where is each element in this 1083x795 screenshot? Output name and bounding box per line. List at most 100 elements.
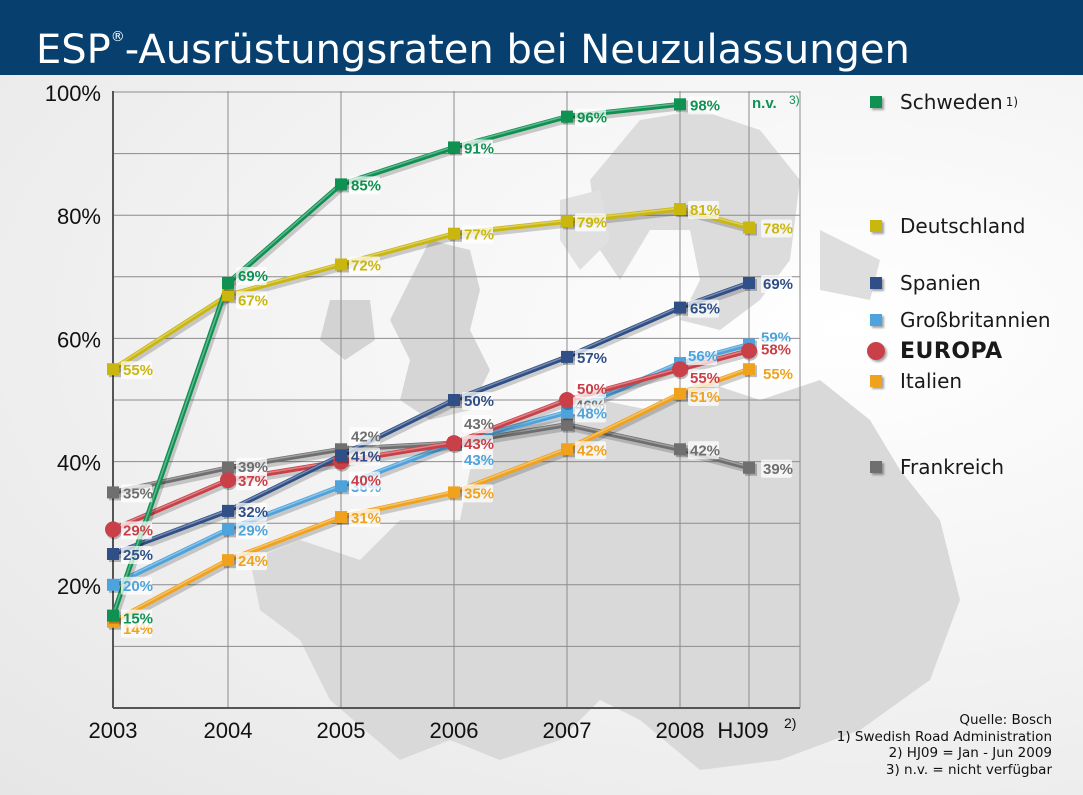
europe-map-background [0,75,1083,795]
data-label-frankreich-2004: 39% [238,459,268,476]
legend-item-europa: EUROPA [867,338,1003,364]
marker-frankreich-2007 [561,418,573,431]
footnotes: Quelle: Bosch 1) Swedish Road Administra… [837,712,1052,778]
marker-grossbritannien-2007 [561,406,573,419]
data-label-schweden-2007: 96% [577,110,607,127]
data-label-italien-HJ09: 55% [763,366,793,383]
data-label-spanien-2004: 32% [238,504,268,521]
legend-item-grossbritannien: Großbritannien [870,307,1051,333]
marker-spanien-2007 [561,350,573,363]
data-label-grossbritannien-2003: 20% [123,578,153,595]
data-label-bg [349,447,380,466]
data-label-bg [121,484,152,503]
data-label-italien-2005: 31% [351,510,381,527]
marker-italien-2007 [561,443,573,456]
data-label-schweden-2005: 85% [351,177,381,194]
legend-label-spanien: Spanien [900,271,981,295]
data-label-bg [236,291,267,310]
x-tick-label: 2008 [656,718,705,743]
x-tick-label: 2007 [543,718,592,743]
marker-europa-2007 [559,392,575,408]
legend-label-schweden: Schweden [900,90,1003,114]
data-label-bg [236,502,267,521]
data-label-bg [349,427,380,446]
annotation-not-available: n.v. [752,95,777,112]
marker-italien-2005 [335,511,347,524]
legend-item-frankreich: Frankreich [870,454,1004,480]
data-label-bg [575,441,606,460]
data-label-bg [575,404,606,423]
data-label-bg [121,361,152,380]
data-label-spanien-2007: 57% [577,350,607,367]
data-label-bg [759,340,790,359]
marker-schweden-2003 [107,609,119,622]
data-label-bg [121,576,152,595]
marker-spanien-2005 [335,449,347,462]
marker-spanien-2008 [674,301,686,314]
data-label-spanien-2008: 65% [690,301,720,318]
legend-label-europa: EUROPA [900,338,1003,364]
data-label-bg [121,521,152,540]
data-label-spanien-HJ09: 69% [763,276,793,293]
data-label-schweden-2003: 15% [123,611,153,628]
data-label-grossbritannien-2006: 43% [464,452,494,469]
chart-title: ESP®-Ausrüstungsraten bei Neuzulassungen [36,12,910,75]
data-label-europa-2007: 50% [577,381,607,398]
data-label-bg [688,299,719,318]
data-label-europa-2008: 55% [690,370,720,387]
data-label-deutschland-2004: 67% [238,292,268,309]
data-label-bg [462,484,493,503]
legend-swatch-schweden [870,96,882,108]
data-label-bg [121,609,152,628]
marker-deutschland-2007 [561,215,573,228]
data-label-schweden-2004: 69% [238,268,268,285]
marker-schweden-2007 [561,110,573,123]
marker-deutschland-2004 [222,289,234,302]
data-label-bg [761,365,792,384]
data-label-frankreich-2003: 35% [123,485,153,502]
data-label-spanien-2005: 41% [351,448,381,465]
data-label-italien-2004: 24% [238,553,268,570]
data-label-italien-2007: 42% [577,442,607,459]
data-label-spanien-2003: 25% [123,547,153,564]
marker-deutschland-2008 [674,203,686,216]
marker-frankreich-2004 [222,461,234,474]
data-label-deutschland-2003: 55% [123,362,153,379]
y-tick-label: 40% [57,451,101,476]
data-label-bg [462,392,493,410]
data-label-bg [236,266,267,285]
data-label-frankreich-2006: 43% [464,416,494,433]
legend-swatch-spanien [870,277,882,289]
data-label-bg [236,457,267,476]
data-label-bg [462,415,493,434]
marker-deutschland-2006 [448,227,460,240]
x-tick-label: 2006 [430,718,479,743]
x-tick-label: HJ09 [717,718,768,743]
data-label-frankreich-2008: 42% [690,442,720,459]
legend-swatch-frankreich [870,461,882,473]
data-label-deutschland-2008: 81% [690,202,720,219]
data-label-grossbritannien-2007: 48% [577,405,607,422]
legend-swatch-europa [867,342,885,360]
data-label-bg [349,471,380,490]
marker-deutschland-2003 [107,363,119,376]
data-label-bg [121,546,152,564]
data-label-bg [575,348,606,367]
marker-deutschland-2005 [335,258,347,271]
legend-item-schweden: Schweden 1) [870,89,1018,115]
marker-italien-2006 [448,486,460,499]
registered-mark: ® [110,29,125,45]
marker-frankreich-2003 [107,486,119,499]
x-tick-label: 2003 [89,718,138,743]
legend-label-italien: Italien [900,369,963,393]
data-label-bg [761,219,792,238]
x-tick-label: 2004 [204,718,253,743]
data-label-schweden-2006: 91% [464,140,494,157]
marker-schweden-2008 [674,98,686,111]
legend-item-spanien: Spanien [870,270,981,296]
annotation-note: 3) [789,93,800,107]
marker-spanien-HJ09 [743,276,755,289]
data-label-italien-2008: 51% [690,389,720,406]
marker-grossbritannien-2003 [107,578,119,591]
data-label-bg [349,256,380,275]
